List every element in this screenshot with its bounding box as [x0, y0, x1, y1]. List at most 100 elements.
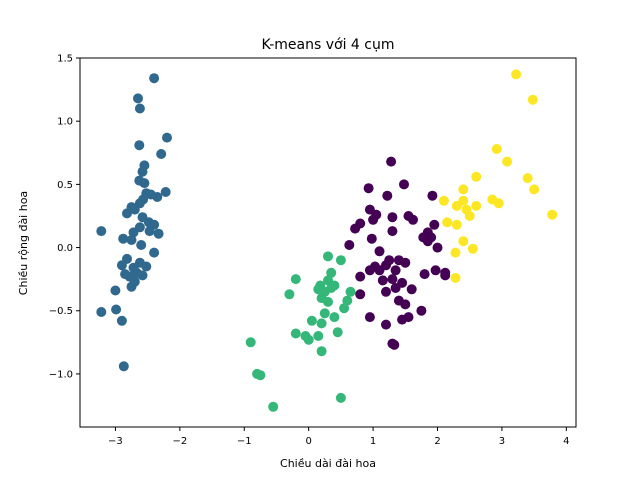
data-point-cluster-1-7 — [156, 149, 167, 159]
data-point-cluster-3-2 — [399, 179, 409, 190]
data-point-cluster-1-47 — [118, 361, 129, 372]
data-point-cluster-1-46 — [116, 315, 127, 326]
y-tick-label: 1.5 — [57, 54, 73, 65]
x-tick-label: 0 — [305, 436, 311, 447]
data-point-cluster-2-21 — [290, 328, 301, 339]
data-point-cluster-2-18 — [329, 312, 340, 323]
data-point-cluster-4-21 — [450, 247, 461, 258]
data-point-cluster-1-27 — [96, 226, 107, 237]
data-point-cluster-1-43 — [110, 285, 121, 296]
data-point-cluster-4-20 — [458, 236, 469, 247]
data-point-cluster-3-49 — [381, 319, 391, 330]
data-point-cluster-1-5 — [134, 140, 145, 151]
data-point-cluster-3-21 — [418, 232, 429, 243]
data-point-cluster-1-44 — [96, 307, 107, 317]
data-point-cluster-3-32 — [419, 269, 430, 280]
y-tick-label: −1.0 — [49, 369, 73, 380]
data-point-cluster-1-10 — [139, 178, 150, 189]
data-point-cluster-2-9 — [329, 280, 340, 291]
data-point-cluster-4-19 — [451, 219, 462, 230]
data-point-cluster-3-26 — [400, 257, 411, 268]
data-point-cluster-1-3 — [134, 103, 145, 114]
plot-area-frame — [79, 57, 577, 428]
data-point-cluster-3-42 — [381, 286, 391, 297]
data-point-cluster-1-2 — [133, 93, 143, 104]
data-point-cluster-3-44 — [416, 305, 427, 316]
data-point-cluster-3-29 — [364, 265, 375, 276]
data-point-cluster-3-48 — [403, 312, 414, 323]
data-point-cluster-2-1 — [290, 274, 301, 285]
data-point-cluster-4-1 — [511, 69, 522, 80]
data-point-cluster-1-25 — [144, 226, 155, 237]
data-point-cluster-4-13 — [451, 200, 462, 211]
x-axis: −3 −2 −1 0 1 2 3 4 — [108, 427, 570, 447]
y-axis: −1.0 −0.5 0.0 0.5 1.0 1.5 — [49, 54, 80, 380]
data-point-cluster-2-20 — [316, 318, 327, 329]
data-point-cluster-3-20 — [344, 240, 355, 250]
y-tick-label: 0.0 — [57, 243, 73, 254]
data-point-cluster-3-51 — [389, 339, 400, 350]
data-point-cluster-3-33 — [430, 265, 441, 276]
data-point-cluster-4-18 — [442, 217, 453, 228]
chart-title: K-means với 4 cụm — [262, 37, 395, 53]
x-tick-label: −1 — [237, 436, 252, 447]
data-point-cluster-2-17 — [319, 308, 330, 319]
data-point-cluster-4-15 — [471, 200, 482, 211]
data-point-cluster-3-36 — [387, 274, 398, 285]
data-point-cluster-2-24 — [303, 334, 314, 345]
data-point-cluster-2-22 — [332, 327, 343, 338]
data-point-cluster-1-26 — [153, 228, 164, 239]
data-point-cluster-1-4 — [162, 132, 172, 143]
data-point-cluster-1-18 — [129, 204, 140, 215]
x-tick-label: −2 — [172, 436, 187, 447]
data-point-cluster-1-45 — [111, 304, 122, 315]
data-point-cluster-3-10 — [387, 212, 398, 223]
data-point-cluster-2-15 — [284, 289, 295, 300]
data-point-cluster-2-3 — [335, 255, 346, 266]
data-point-cluster-3-9 — [408, 214, 418, 225]
data-point-cluster-3-5 — [427, 190, 438, 201]
data-point-cluster-4-22 — [467, 243, 478, 254]
x-tick-label: 4 — [563, 436, 569, 447]
data-point-cluster-2-27 — [316, 346, 327, 357]
data-point-cluster-4-5 — [471, 171, 482, 182]
data-point-cluster-4-4 — [502, 156, 513, 167]
data-point-cluster-4-11 — [438, 195, 449, 206]
x-tick-label: 3 — [499, 436, 505, 447]
data-point-cluster-4-23 — [450, 272, 461, 283]
data-point-cluster-2-26 — [245, 337, 256, 348]
data-point-cluster-3-17 — [432, 242, 443, 253]
data-point-cluster-2-25 — [313, 331, 324, 341]
data-point-cluster-3-13 — [355, 218, 366, 229]
data-point-cluster-1-8 — [137, 166, 148, 177]
data-point-cluster-4-17 — [464, 211, 475, 221]
data-point-cluster-3-3 — [363, 183, 374, 194]
data-point-cluster-3-31 — [390, 265, 401, 276]
data-point-cluster-4-8 — [529, 184, 540, 195]
data-point-cluster-2-19 — [306, 315, 317, 326]
data-point-cluster-2-4 — [326, 267, 337, 278]
y-tick-label: 0.5 — [57, 180, 73, 191]
x-axis-title: Chiều dài đài hoa — [280, 457, 376, 470]
data-point-cluster-4-10 — [493, 198, 504, 209]
data-point-cluster-2-14 — [342, 295, 353, 306]
data-point-cluster-1-34 — [141, 261, 152, 272]
data-point-cluster-3-22 — [366, 233, 377, 244]
data-point-cluster-3-1 — [386, 156, 397, 167]
data-point-cluster-1-14 — [152, 192, 163, 202]
data-point-cluster-4-16 — [547, 209, 558, 220]
data-point-cluster-1-30 — [136, 240, 147, 250]
x-tick-label: −3 — [108, 436, 123, 447]
data-point-cluster-4-3 — [491, 144, 502, 154]
data-point-cluster-3-16 — [429, 219, 440, 230]
data-point-cluster-1-19 — [122, 208, 132, 219]
data-point-cluster-2-30 — [335, 392, 346, 403]
data-point-cluster-1-28 — [118, 233, 129, 244]
data-point-cluster-1-24 — [128, 227, 139, 238]
data-point-cluster-1-11 — [160, 187, 171, 197]
x-tick-label: 1 — [370, 436, 376, 447]
data-point-cluster-1-35 — [116, 260, 127, 271]
data-point-cluster-2-10 — [313, 284, 324, 295]
data-point-cluster-3-11 — [368, 214, 379, 225]
